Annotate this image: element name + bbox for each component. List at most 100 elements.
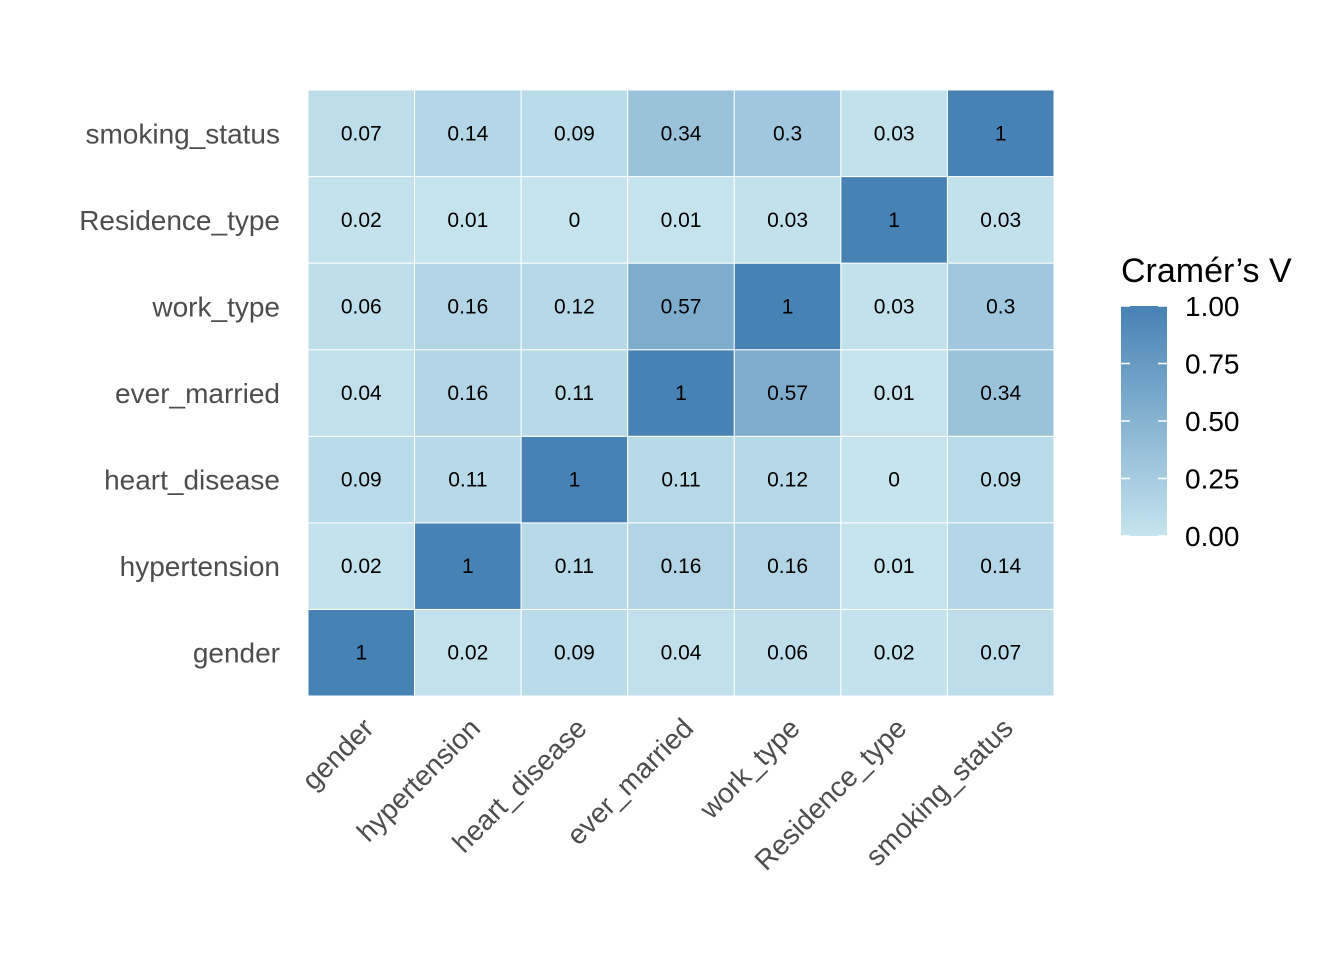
cell-value-label: 0.11 [661,469,700,492]
cell-value-label: 0.03 [874,122,915,145]
heatmap-cell-residence-type-smoking-status [946,176,1055,264]
heatmap-cell-gender-smoking-status [946,608,1055,697]
cell-value-label: 0.04 [341,382,382,405]
heatmap-cell-smoking-status-smoking-status [946,89,1055,178]
legend-tick-label: 0.00 [1185,521,1240,552]
heatmap-cell-heart-disease-work-type [733,435,842,524]
heatmap-cell-smoking-status-work-type [733,89,842,178]
heatmap-cell-ever-married-smoking-status [946,349,1055,437]
cell-value-label: 0.57 [661,295,702,318]
y-tick-label: heart_disease [104,465,280,496]
heatmap-cell-heart-disease-gender [307,435,416,524]
cell-value-label: 0.07 [980,642,1021,665]
x-tick-label: work_type [693,712,806,825]
heatmap-cell-residence-type-gender [307,176,416,264]
legend: Cramér’s V 0.00 0.25 0.50 0.75 1.00 [1121,252,1292,552]
cell-value-label: 0.57 [767,382,808,405]
cell-value-label: 0 [888,469,900,492]
heatmap-cell-heart-disease-hypertension [414,435,522,524]
cell-value-label: 0.09 [554,642,595,665]
y-tick-label: ever_married [115,378,280,409]
cell-value-label: 0.02 [874,642,915,665]
cell-value-label: 0.02 [341,555,382,578]
cell-value-label: 0.06 [341,295,382,318]
heatmap-cell-residence-type-hypertension [414,176,522,264]
heatmap-cell-labels: 1 0.02 0.09 0.04 0.06 0.02 0.07 0.02 1 0.11 0.16 0.… [341,122,1022,664]
heatmap-cell-smoking-status-gender [307,89,416,178]
cell-value-label: 0.11 [555,382,594,405]
cell-value-label: 0.03 [874,295,915,318]
cell-value-label: 0.01 [874,555,915,578]
cell-value-label: 0.16 [447,382,488,405]
heatmap-cell-work-type-smoking-status [946,262,1055,351]
x-axis-tick-labels: genderhypertensionheart_diseaseever_marr… [296,712,1019,876]
legend-tick-label: 0.75 [1185,349,1240,380]
cell-value-label: 0.01 [874,382,915,405]
cell-value-label: 1 [995,122,1007,145]
y-tick-label: Residence_type [79,205,280,236]
cell-value-label: 1 [782,295,794,318]
cell-value-label: 0.02 [341,209,382,232]
legend-title: Cramér’s V [1121,252,1292,290]
cell-value-label: 0.3 [986,295,1015,318]
cell-value-label: 0.11 [448,469,487,492]
heatmap-cell-hypertension-work-type [733,522,842,610]
heatmap-cell-hypertension-gender [307,522,416,610]
heatmap-cell-work-type-residence-type [840,262,948,351]
cell-value-label: 0.09 [341,469,382,492]
heatmap-cell-heart-disease-smoking-status [946,435,1055,524]
heatmap-cell-residence-type-work-type [733,176,842,264]
cell-value-label: 1 [355,642,367,665]
cell-value-label: 0 [569,209,581,232]
cell-value-label: 0.09 [554,122,595,145]
heatmap-cell-heart-disease-residence-type [840,435,948,524]
y-tick-label: smoking_status [85,118,280,149]
y-tick-label: hypertension [120,551,280,582]
cell-value-label: 0.04 [661,642,702,665]
legend-tick-label: 0.50 [1185,406,1240,437]
cell-value-label: 0.03 [980,209,1021,232]
heatmap-cell-gender-work-type [733,608,842,697]
cell-value-label: 1 [888,209,900,232]
x-tick-label: gender [296,712,380,796]
cell-value-label: 0.16 [661,555,702,578]
cell-value-label: 0.01 [447,209,488,232]
cell-value-label: 0.12 [554,295,595,318]
y-tick-label: work_type [151,291,280,322]
cell-value-label: 1 [462,555,474,578]
cell-value-label: 1 [569,469,581,492]
cell-value-label: 1 [675,382,687,405]
heatmap-cell-hypertension-residence-type [840,522,948,610]
y-tick-label: gender [193,638,280,669]
legend-tick-label: 1.00 [1185,291,1240,322]
cell-value-label: 0.02 [447,642,488,665]
cell-value-label: 0.14 [980,555,1021,578]
heatmap-cell-ever-married-hypertension [414,349,522,437]
heatmap-cell-heart-disease-ever-married [627,435,735,524]
heatmap-cell-gender-gender [307,608,416,697]
heatmap-cell-work-type-gender [307,262,416,351]
cell-value-label: 0.34 [661,122,702,145]
heatmap-cell-hypertension-hypertension [414,522,522,610]
cell-value-label: 0.11 [555,555,594,578]
legend-tick-label: 0.25 [1185,464,1240,495]
heatmap-cell-hypertension-heart-disease [520,522,629,610]
heatmap-cell-residence-type-heart-disease [520,176,629,264]
y-axis-tick-labels: gender hypertension heart_disease ever_marr… [79,118,280,668]
cell-value-label: 0.16 [767,555,808,578]
cell-value-label: 0.34 [980,382,1021,405]
heatmap-cell-ever-married-residence-type [840,349,948,437]
heatmap-cell-heart-disease-heart-disease [520,435,629,524]
cell-value-label: 0.16 [447,295,488,318]
heatmap-cell-ever-married-ever-married [627,349,735,437]
cell-value-label: 0.09 [980,469,1021,492]
heatmap-cell-smoking-status-residence-type [840,89,948,178]
legend-tick-labels: 0.00 0.25 0.50 0.75 1.00 [1121,291,1240,552]
heatmap-cell-gender-hypertension [414,608,522,697]
cell-value-label: 0.03 [767,209,808,232]
cell-value-label: 0.14 [447,122,488,145]
heatmap-cell-smoking-status-ever-married [627,89,735,178]
heatmap-cell-gender-ever-married [627,608,735,697]
cell-value-label: 0.06 [767,642,808,665]
